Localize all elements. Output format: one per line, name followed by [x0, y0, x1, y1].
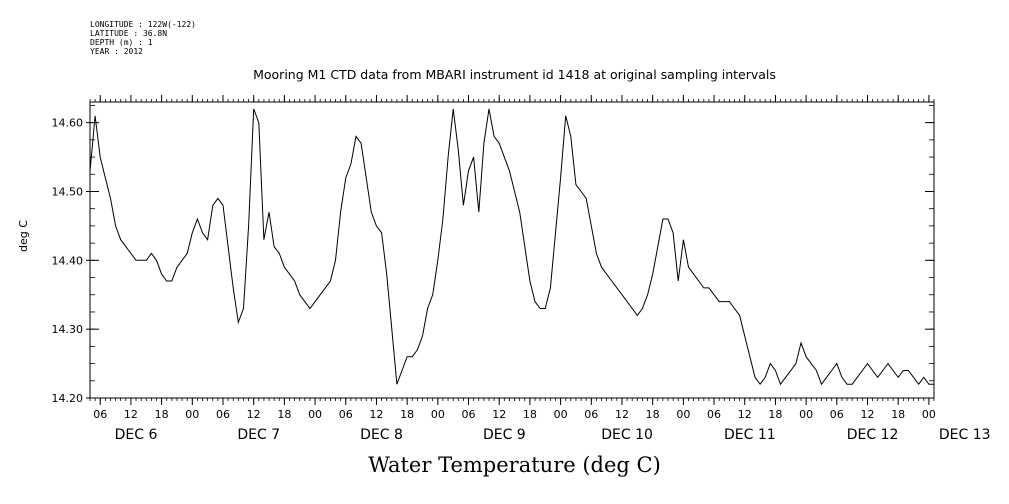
x-tick-label: 00 [431, 408, 445, 421]
x-tick-label: 12 [861, 408, 875, 421]
x-tick-label: 00 [185, 408, 199, 421]
x-tick-label: 12 [369, 408, 383, 421]
x-day-label: DEC 12 [847, 427, 899, 443]
x-tick-label: 06 [830, 408, 844, 421]
x-tick-label: 06 [339, 408, 353, 421]
x-tick-label: 06 [216, 408, 230, 421]
y-tick-label: 14.50 [52, 185, 84, 198]
y-tick-label: 14.20 [52, 392, 84, 405]
x-tick-label: 00 [308, 408, 322, 421]
plot-frame [89, 101, 935, 399]
x-tick-label: 00 [676, 408, 690, 421]
x-tick-label: 12 [615, 408, 629, 421]
x-day-label: DEC 9 [483, 427, 526, 443]
x-tick-label: 18 [155, 408, 169, 421]
x-tick-label: 12 [124, 408, 138, 421]
x-tick-label: 00 [799, 408, 813, 421]
longitude-text: LONGITUDE : 122W(-122) [90, 20, 196, 29]
x-tick-label: 18 [400, 408, 414, 421]
x-day-label: DEC 7 [237, 427, 280, 443]
x-tick-label: 18 [891, 408, 905, 421]
y-tick-label: 14.40 [52, 254, 84, 267]
x-tick-label: 00 [922, 408, 936, 421]
x-tick-label: 12 [738, 408, 752, 421]
y-tick-label: 14.60 [52, 117, 84, 130]
x-tick-label: 18 [277, 408, 291, 421]
x-tick-label: 12 [247, 408, 261, 421]
depth-text: DEPTH (m) : 1 [90, 38, 153, 47]
x-tick-label: 18 [646, 408, 660, 421]
x-tick-label: 18 [768, 408, 782, 421]
chart-title: Mooring M1 CTD data from MBARI instrumen… [253, 67, 776, 82]
x-day-label: DEC 10 [601, 427, 653, 443]
y-tick-label: 14.30 [52, 323, 84, 336]
series-line [89, 108, 934, 386]
x-day-label: DEC 6 [115, 427, 158, 443]
x-day-label: DEC 13 [939, 427, 991, 443]
x-tick-label: 12 [492, 408, 506, 421]
year-text: YEAR : 2012 [90, 47, 143, 56]
x-tick-label: 18 [523, 408, 537, 421]
x-tick-label: 06 [707, 408, 721, 421]
x-axis-label: Water Temperature (deg C) [368, 453, 661, 477]
x-tick-label: 06 [584, 408, 598, 421]
x-tick-label: 06 [462, 408, 476, 421]
metadata-block: LONGITUDE : 122W(-122) LATITUDE : 36.8N … [90, 20, 196, 56]
x-tick-label: 00 [554, 408, 568, 421]
latitude-text: LATITUDE : 36.8N [90, 29, 168, 38]
x-tick-label: 06 [93, 408, 107, 421]
x-day-label: DEC 8 [360, 427, 403, 443]
x-day-label: DEC 11 [724, 427, 776, 443]
